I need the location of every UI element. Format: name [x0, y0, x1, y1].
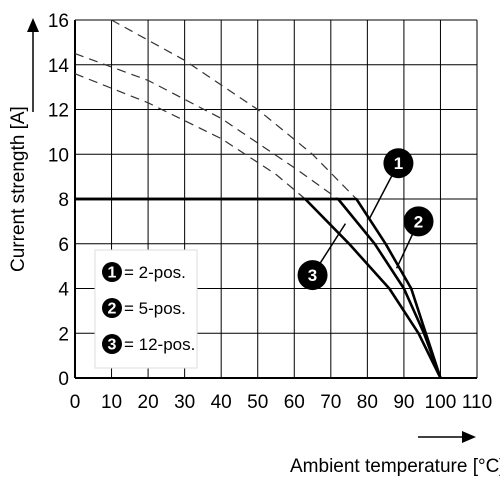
axis-titles: Current strength [A] Ambient temperature…: [8, 18, 500, 477]
legend-badge-number: 3: [108, 337, 117, 354]
x-tick-label: 70: [320, 392, 341, 413]
x-tick-label: 90: [393, 392, 414, 413]
y-tick-label: 6: [58, 235, 69, 256]
y-tick-label: 14: [48, 56, 70, 77]
legend: 1 = 2-pos. 2 = 5-pos. 3 = 12-pos.: [94, 249, 198, 369]
x-axis-title: Ambient temperature [°C]: [290, 456, 500, 477]
y-tick-label: 10: [48, 145, 69, 166]
y-tick-label: 4: [58, 280, 69, 301]
x-tick-label: 60: [284, 392, 305, 413]
legend-badge-number: 1: [108, 265, 117, 282]
y-tick-label: 0: [58, 369, 69, 390]
legend-label: = 5-pos.: [124, 299, 186, 318]
x-axis-arrowhead: [462, 431, 476, 443]
series-2-extension-dashed: [74, 53, 339, 200]
x-tick-label: 40: [211, 392, 232, 413]
legend-label: = 2-pos.: [124, 263, 186, 282]
legend-label: = 12-pos.: [124, 335, 195, 354]
series-1-extension-dashed: [111, 19, 357, 200]
y-tick-label: 2: [58, 324, 69, 345]
x-tick-label: 110: [462, 392, 492, 413]
y-tick-label: 12: [48, 101, 69, 122]
x-tick-label: 10: [101, 392, 122, 413]
y-tick-label: 16: [48, 11, 69, 32]
curve-callouts: 1 2 3: [297, 148, 434, 291]
x-tick-label: 50: [247, 392, 268, 413]
legend-badge-3: [102, 334, 122, 354]
x-tick-label: 0: [70, 392, 81, 413]
legend-badge-2: [102, 298, 122, 318]
legend-badge-number: 2: [108, 301, 117, 318]
callout-1-number: 1: [394, 154, 403, 173]
y-axis-title: Current strength [A]: [8, 106, 29, 272]
x-tick-label: 80: [357, 392, 378, 413]
x-tick-label: 30: [174, 392, 195, 413]
callout-2-badge: [403, 206, 434, 237]
y-axis-arrowhead: [27, 18, 39, 32]
x-tick-label: 100: [425, 392, 457, 413]
dashed-curves: [74, 19, 357, 200]
callout-2-number: 2: [414, 212, 423, 231]
callout-3-number: 3: [308, 266, 317, 285]
legend-badge-1: [102, 262, 122, 282]
series-3-extension-dashed: [74, 73, 306, 200]
callout-1-badge: [383, 148, 414, 179]
x-tick-label: 20: [138, 392, 159, 413]
callout-3-badge: [297, 260, 328, 291]
series-3-line: [75, 197, 442, 379]
y-tick-label: 8: [58, 190, 69, 211]
